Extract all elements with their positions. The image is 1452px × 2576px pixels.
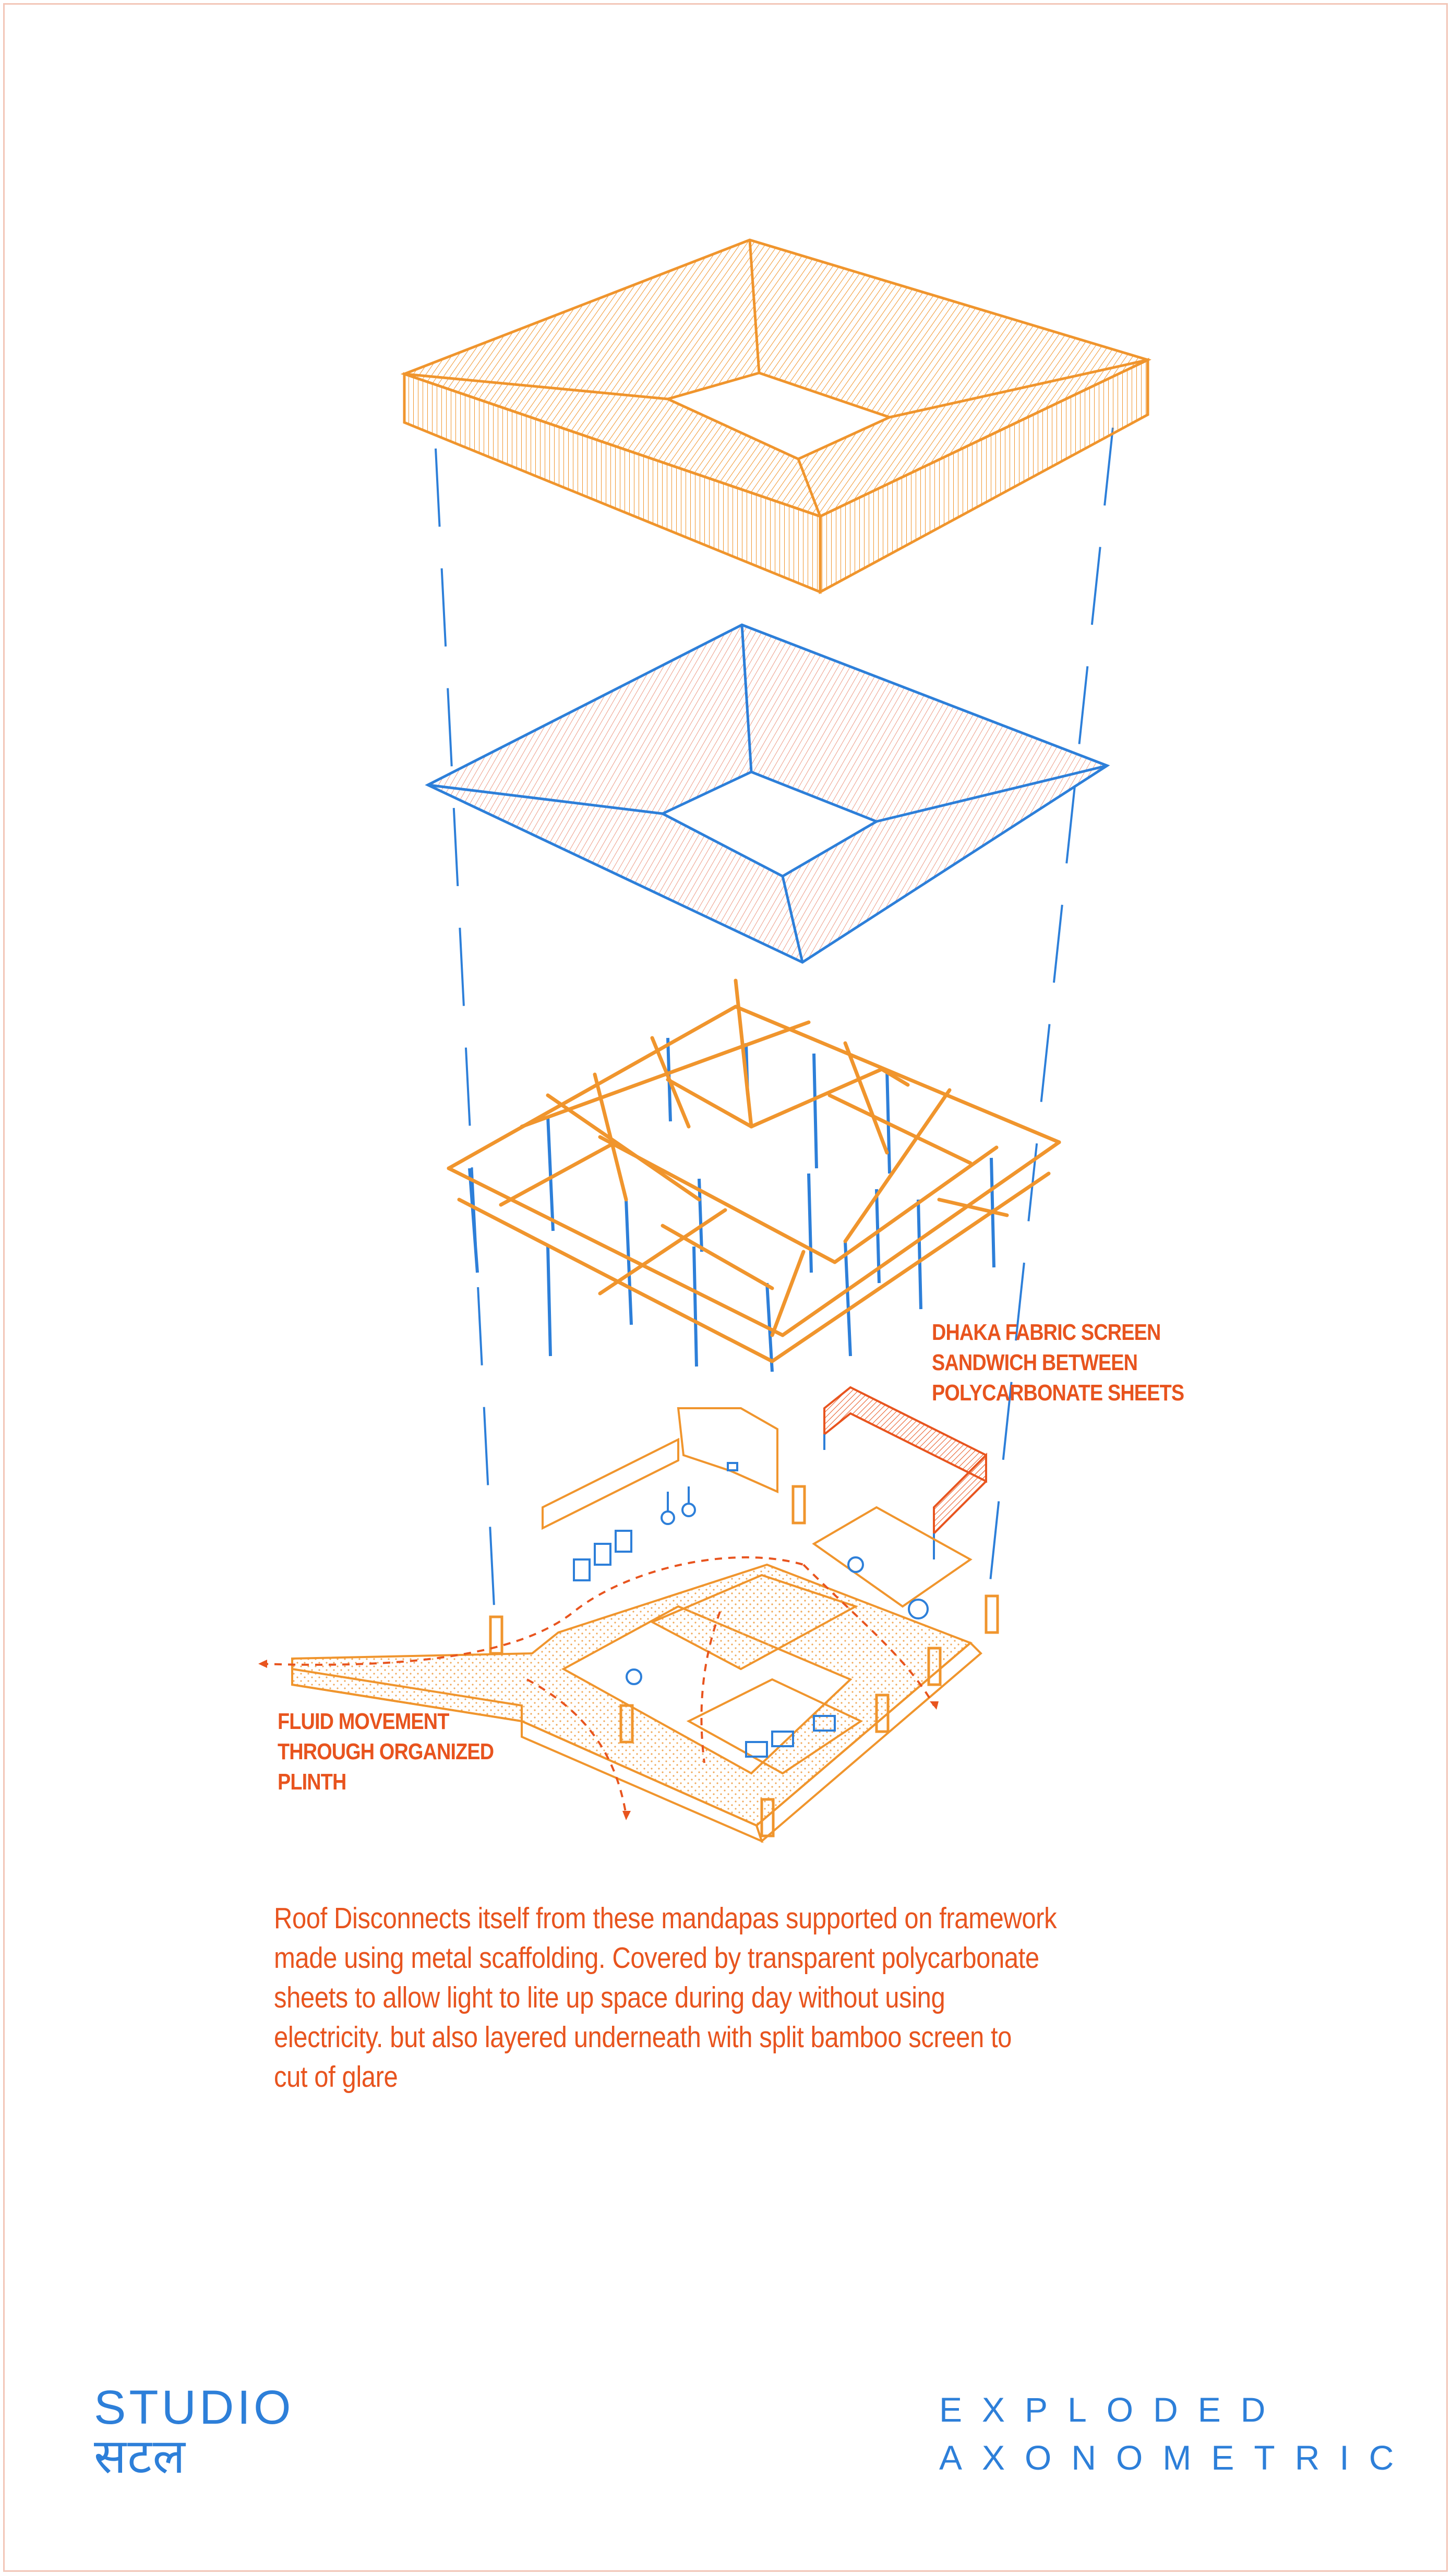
description-line-1: Roof Disconnects itself from these manda… — [274, 1902, 1057, 1935]
fluid-annotation-line-1: FLUID MOVEMENT — [278, 1709, 449, 1734]
movement-path — [260, 1556, 935, 1816]
polycarbonate-layer — [425, 623, 1110, 964]
roof-layer — [400, 238, 1151, 595]
logo-latin: STUDIO — [94, 2381, 294, 2434]
dhaka-screen-annotation: DHAKA FABRIC SCREEN SANDWICH BETWEEN POL… — [932, 1317, 1184, 1408]
description-line-2: made using metal scaffolding. Covered by… — [274, 1941, 1039, 1975]
furniture — [573, 1462, 929, 1758]
dhaka-annotation-line-3: POLYCARBONATE SHEETS — [932, 1380, 1184, 1406]
fluid-annotation-line-3: PLINTH — [278, 1769, 346, 1795]
scaffolding-layer — [447, 978, 1061, 1372]
logo-devanagari: सटल — [94, 2430, 186, 2483]
dhaka-annotation-line-1: DHAKA FABRIC SCREEN — [932, 1320, 1161, 1345]
description-line-3: sheets to allow light to lite up space d… — [274, 1981, 945, 2014]
page-frame — [3, 3, 1448, 2572]
studio-logo: STUDIO सटल — [94, 2384, 294, 2482]
title-line-1: EXPLODED — [939, 2390, 1286, 2429]
movement-arrows — [258, 1660, 939, 1820]
description-line-4: electricity. but also layered underneath… — [274, 2021, 1012, 2054]
description-line-5: cut of glare — [274, 2060, 398, 2094]
drawing-title: EXPLODED AXONOMETRIC — [939, 2386, 1413, 2482]
fluid-movement-annotation: FLUID MOVEMENT THROUGH ORGANIZED PLINTH — [278, 1707, 494, 1797]
dhaka-fabric-screen — [823, 1386, 987, 1559]
dhaka-annotation-line-2: SANDWICH BETWEEN — [932, 1350, 1138, 1375]
fluid-annotation-line-2: THROUGH ORGANIZED — [278, 1739, 494, 1764]
description-text: Roof Disconnects itself from these manda… — [274, 1898, 1154, 2097]
title-line-2: AXONOMETRIC — [939, 2438, 1414, 2477]
projection-lines — [435, 427, 1114, 1638]
